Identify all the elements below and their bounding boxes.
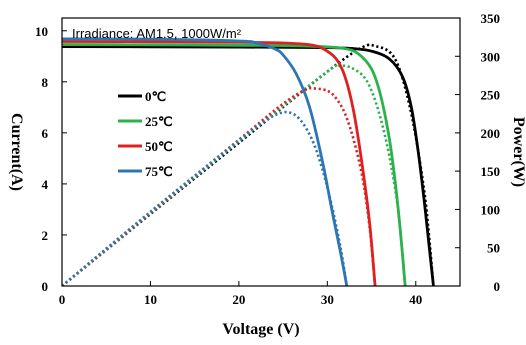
legend-label-2: 50℃ bbox=[145, 139, 173, 154]
x-tick-label: 10 bbox=[144, 292, 157, 307]
y-left-tick-label: 0 bbox=[42, 279, 49, 294]
current-curve-series-0 bbox=[62, 45, 435, 286]
irradiance-annotation: Irradiance: AM1.5, 1000W/m² bbox=[72, 26, 242, 41]
power-curve-series-1 bbox=[62, 63, 407, 286]
y-right-tick-label: 150 bbox=[481, 164, 501, 179]
current-curve-series-2 bbox=[62, 40, 377, 286]
legend: 0℃ 25℃ 50℃ 75℃ bbox=[118, 89, 173, 179]
y-left-tick-label: 6 bbox=[42, 126, 49, 141]
current-curve-series-3 bbox=[62, 37, 349, 286]
current-curve-series-1 bbox=[62, 43, 407, 286]
y-left-tick-label: 2 bbox=[42, 228, 49, 243]
x-tick-label: 20 bbox=[232, 292, 245, 307]
y-right-tick-label: 50 bbox=[487, 241, 500, 256]
power-curve-series-3 bbox=[62, 110, 349, 286]
x-tick-label: 40 bbox=[409, 292, 422, 307]
x-axis-title: Voltage (V) bbox=[222, 321, 299, 338]
y-axis-left-title: Current(A) bbox=[8, 113, 25, 191]
y-right-tick-label: 0 bbox=[494, 279, 501, 294]
legend-label-1: 25℃ bbox=[145, 114, 173, 129]
legend-label-0: 0℃ bbox=[145, 89, 166, 104]
y-left-tick-label: 8 bbox=[42, 75, 49, 90]
curves-layer bbox=[62, 37, 435, 286]
x-tick-label: 30 bbox=[321, 292, 334, 307]
y-axis-right-title: Power(W) bbox=[510, 117, 526, 187]
power-curve-series-2 bbox=[62, 86, 377, 286]
legend-label-3: 75℃ bbox=[145, 164, 173, 179]
y-left-tick-label: 10 bbox=[35, 24, 48, 39]
y-right-tick-label: 350 bbox=[481, 11, 501, 26]
y-right-tick-label: 200 bbox=[481, 126, 501, 141]
y-right-tick-label: 250 bbox=[481, 88, 501, 103]
y-left-tick-label: 4 bbox=[42, 177, 49, 192]
y-right-tick-label: 300 bbox=[481, 49, 501, 64]
plot-frame bbox=[61, 17, 461, 287]
y-right-tick-label: 100 bbox=[481, 202, 501, 217]
x-tick-label: 0 bbox=[59, 292, 66, 307]
